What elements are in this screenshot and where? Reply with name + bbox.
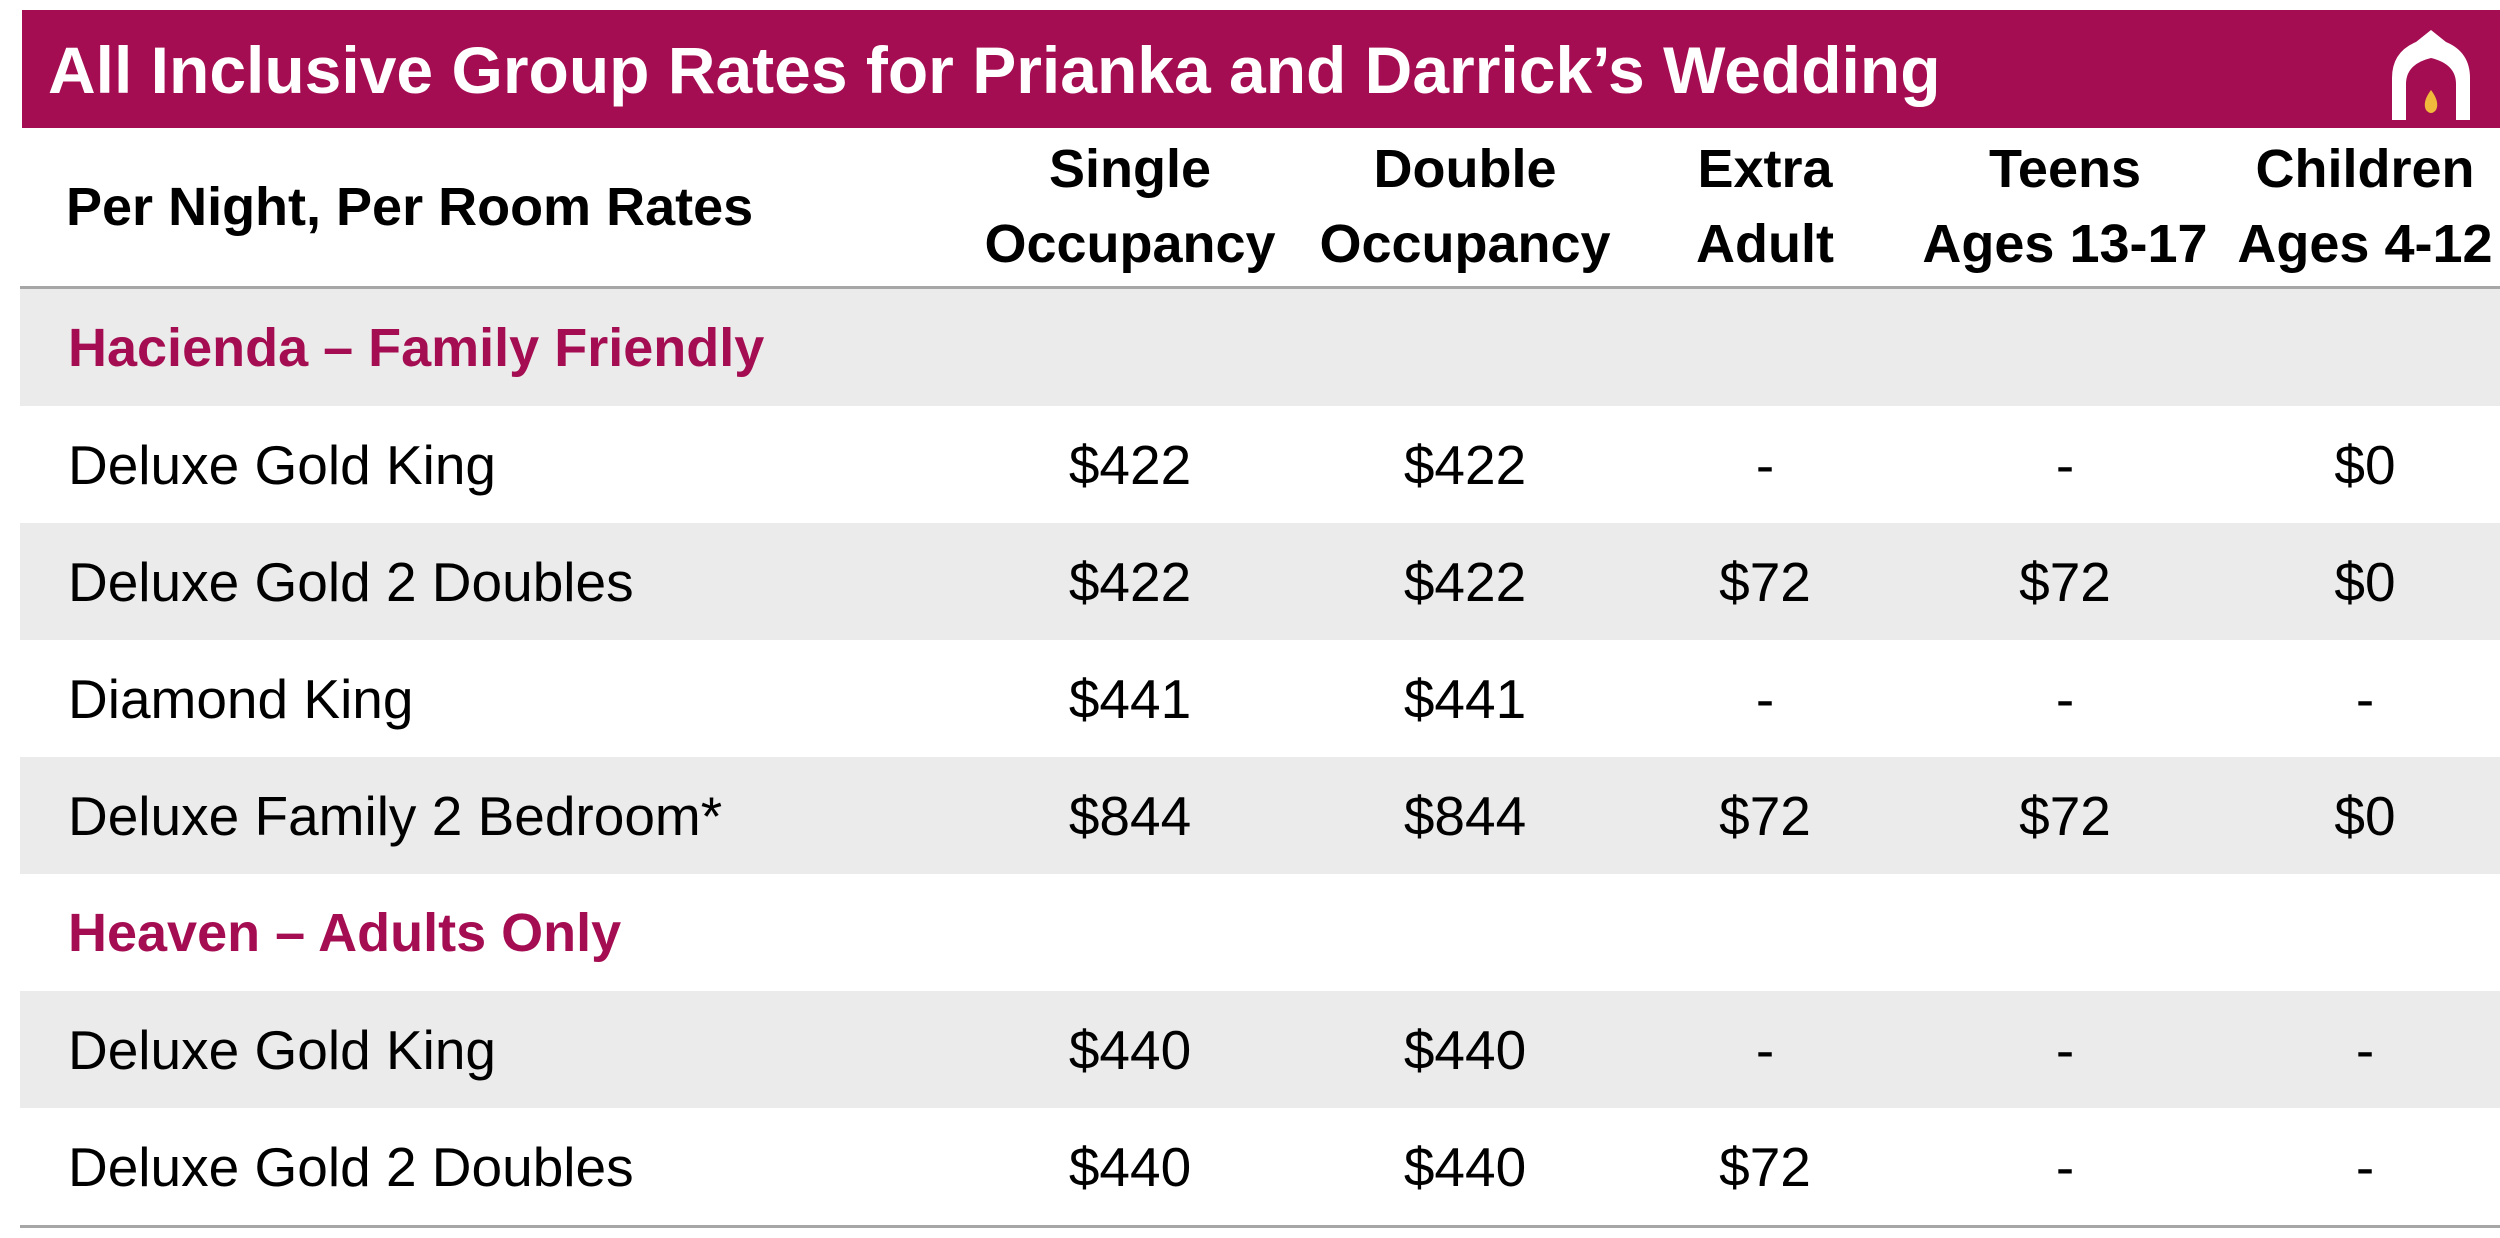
extra-adult-rate: - [1755,1018,1775,1081]
children-rate: $0 [2334,433,2396,496]
extra-adult-rate: $72 [1719,1135,1811,1198]
children-rate: - [2355,1018,2375,1081]
single-rate: $441 [1068,667,1192,730]
teens-rate: - [2055,667,2075,730]
column-header-double: Double Occupancy [1319,139,1611,274]
double-rate: $440 [1403,1018,1527,1081]
single-rate: $440 [1068,1018,1192,1081]
table-row: Deluxe Family 2 Bedroom* $844 $844 $72 $… [20,757,2500,874]
room-type: Deluxe Family 2 Bedroom* [68,784,723,847]
column-header-teens: Teens Ages 13-17 [1922,139,2208,274]
room-type: Deluxe Gold King [68,433,497,496]
teens-rate: - [2055,1135,2075,1198]
single-rate: $422 [1068,433,1192,496]
table-row: Deluxe Gold King $422 $422 - - $0 [20,406,2500,523]
teens-rate: $72 [2019,550,2111,613]
table-row: Diamond King $441 $441 - - - [20,640,2500,757]
teens-rate: - [2055,1018,2075,1081]
single-rate: $844 [1068,784,1192,847]
extra-adult-rate: $72 [1719,784,1811,847]
double-rate: $422 [1403,433,1527,496]
table-row: Deluxe Gold King $440 $440 - - - [20,991,2500,1108]
section-title: Hacienda – Family Friendly [68,317,765,378]
table-row: Deluxe Gold 2 Doubles $422 $422 $72 $72 … [20,523,2500,640]
column-header-single: Single Occupancy [984,139,1276,274]
arch-flame-logo-icon [2386,28,2476,122]
children-rate: - [2355,667,2375,730]
title-banner: All Inclusive Group Rates for Prianka an… [22,10,2500,128]
double-rate: $844 [1403,784,1527,847]
room-type: Diamond King [68,667,414,730]
extra-adult-rate: $72 [1719,550,1811,613]
single-rate: $422 [1068,550,1192,613]
children-rate: - [2355,1135,2375,1198]
double-rate: $422 [1403,550,1527,613]
section-header-heaven: Heaven – Adults Only [20,874,2500,991]
table-bottom-rule [20,1225,2500,1228]
double-rate: $440 [1403,1135,1527,1198]
room-type: Deluxe Gold 2 Doubles [68,550,634,613]
extra-adult-rate: - [1755,667,1775,730]
children-rate: $0 [2334,550,2396,613]
room-type: Deluxe Gold 2 Doubles [68,1135,634,1198]
section-header-hacienda: Hacienda – Family Friendly [20,289,2500,406]
table-row: Deluxe Gold 2 Doubles $440 $440 $72 - - [20,1108,2500,1225]
teens-rate: $72 [2019,784,2111,847]
extra-adult-rate: - [1755,433,1775,496]
column-header-extra-adult: Extra Adult [1696,139,1834,274]
page-title: All Inclusive Group Rates for Prianka an… [48,33,1941,107]
single-rate: $440 [1068,1135,1192,1198]
teens-rate: - [2055,433,2075,496]
room-type: Deluxe Gold King [68,1018,497,1081]
column-header-row: Per Night, Per Room Rates Single Occupanc… [20,128,2500,289]
rates-table: Per Night, Per Room Rates Single Occupanc… [20,128,2500,1228]
column-header-children: Children Ages 4-12 [2237,139,2493,274]
column-header-room: Per Night, Per Room Rates [66,176,754,237]
section-title: Heaven – Adults Only [68,902,622,963]
children-rate: $0 [2334,784,2396,847]
double-rate: $441 [1403,667,1527,730]
